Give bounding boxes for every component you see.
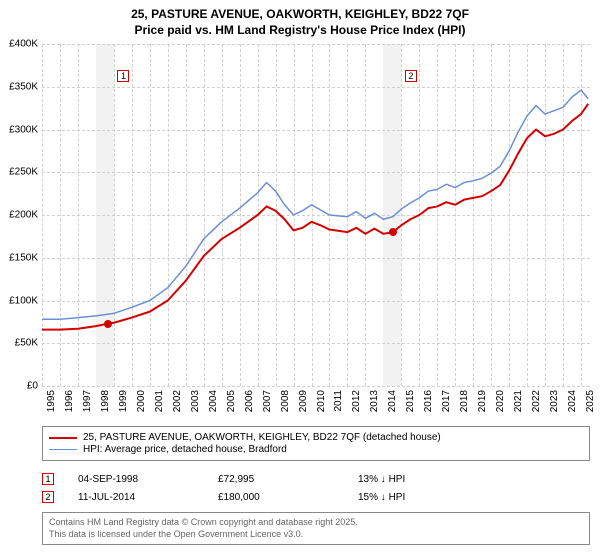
legend-label: 25, PASTURE AVENUE, OAKWORTH, KEIGHLEY, … [83,432,441,443]
legend-box: 25, PASTURE AVENUE, OAKWORTH, KEIGHLEY, … [42,426,590,461]
x-tick-label: 2018 [459,390,470,412]
sales-row-marker: 1 [42,473,54,485]
y-tick-label: £200K [9,210,38,221]
sales-table: 1 04-SEP-1998£72,99513% ↓ HPI 2 11-JUL-2014… [42,470,590,506]
x-tick-label: 2003 [190,390,201,412]
x-tick-label: 1998 [100,390,111,412]
x-tick-label: 2009 [298,390,309,412]
x-tick-label: 2010 [316,390,327,412]
sales-row: 1 04-SEP-1998£72,99513% ↓ HPI [42,470,590,488]
x-tick-label: 2024 [567,390,578,412]
x-tick-label: 2011 [333,390,344,412]
x-tick-label: 2020 [495,390,506,412]
x-tick-label: 2022 [531,390,542,412]
sales-col-date: 04-SEP-1998 [78,474,218,485]
footnote-box: Contains HM Land Registry data © Crown c… [42,512,590,545]
x-tick-label: 1997 [82,390,93,412]
y-tick-label: £300K [9,124,38,135]
x-tick-label: 2017 [441,390,452,412]
x-tick-label: 2013 [369,390,380,412]
sale-number-box: 2 [405,70,417,82]
x-tick-label: 2002 [172,390,183,412]
sales-col-delta: 15% ↓ HPI [358,492,498,503]
legend-row: HPI: Average price, detached house, Brad… [49,444,583,455]
x-tick-label: 2025 [585,390,596,412]
x-tick-label: 2014 [387,390,398,412]
sales-col-delta: 13% ↓ HPI [358,474,498,485]
x-tick-label: 1996 [64,390,75,412]
x-tick-label: 2015 [405,390,416,412]
x-tick-label: 2006 [244,390,255,412]
x-tick-label: 2023 [549,390,560,412]
grid-line-horizontal [42,386,590,387]
chart-plot-area: 12 [42,44,590,386]
series-line-hpi [42,90,588,319]
sales-row-marker: 2 [42,491,54,503]
y-tick-label: £350K [9,81,38,92]
legend-swatch [49,437,77,439]
x-tick-label: 2005 [226,390,237,412]
x-axis-labels: 1995 1996 1997 1998 1999 2000 2001 2002 2003 2004… [42,390,590,424]
sale-number-box: 1 [117,70,129,82]
chart-title: 25, PASTURE AVENUE, OAKWORTH, KEIGHLEY, … [0,0,600,38]
y-tick-label: £250K [9,167,38,178]
footnote-line-1: Contains HM Land Registry data © Crown c… [49,517,583,529]
x-tick-label: 1995 [46,390,57,412]
footnote-line-2: This data is licensed under the Open Gov… [49,529,583,541]
x-tick-label: 2021 [513,390,524,412]
sales-col-date: 11-JUL-2014 [78,492,218,503]
x-tick-label: 2016 [423,390,434,412]
legend-swatch [49,449,77,450]
chart-lines [42,44,590,386]
x-tick-label: 2008 [280,390,291,412]
sales-row: 2 11-JUL-2014£180,00015% ↓ HPI [42,488,590,506]
x-tick-label: 2001 [154,390,165,412]
legend-row: 25, PASTURE AVENUE, OAKWORTH, KEIGHLEY, … [49,432,583,443]
y-tick-label: £400K [9,39,38,50]
y-tick-label: £50K [15,338,38,349]
x-tick-label: 2012 [351,390,362,412]
x-tick-label: 1999 [118,390,129,412]
x-tick-label: 2004 [208,390,219,412]
sale-point-marker [389,228,397,236]
x-tick-label: 2019 [477,390,488,412]
sales-col-price: £180,000 [218,492,358,503]
title-line-2: Price paid vs. HM Land Registry's House … [0,22,600,38]
x-tick-label: 2000 [136,390,147,412]
y-tick-label: £150K [9,252,38,263]
title-line-1: 25, PASTURE AVENUE, OAKWORTH, KEIGHLEY, … [0,6,600,22]
y-tick-label: £100K [9,295,38,306]
legend-label: HPI: Average price, detached house, Brad… [83,444,287,455]
sale-point-marker [104,320,112,328]
y-tick-label: £0 [27,381,38,392]
y-axis-labels: £0£50K£100K£150K£200K£250K£300K£350K£400… [0,44,40,386]
series-line-price_paid [42,104,588,330]
x-tick-label: 2007 [262,390,273,412]
sales-col-price: £72,995 [218,474,358,485]
